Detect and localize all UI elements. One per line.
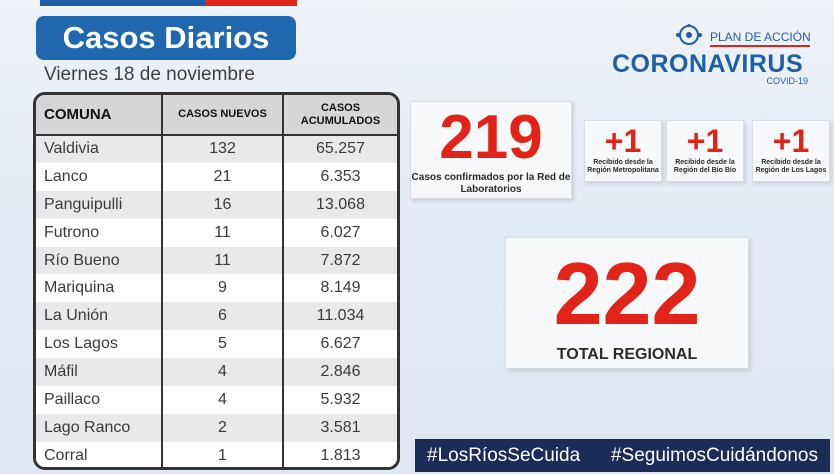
cell-casos-nuevos: 11	[162, 246, 284, 275]
logo-subtitle: PLAN DE ACCIÓN	[710, 30, 811, 44]
report-date: Viernes 18 de noviembre	[44, 64, 255, 85]
logo-covid-label: COVID-19	[766, 76, 808, 86]
cell-comuna: Mariquina	[36, 274, 163, 303]
extra-case-card-biobio: +1 Recibido desde la Región del Bío Bío	[666, 120, 744, 182]
cell-casos-acumulados: 5.932	[283, 386, 397, 414]
top-accent-blue	[40, 0, 205, 6]
cell-casos-acumulados: 8.149	[283, 274, 397, 303]
column-header-acumulados: CASOS ACUMULADOS	[283, 95, 397, 136]
table-row: Lago Ranco 2 3.581	[36, 413, 397, 442]
cell-casos-nuevos: 1	[162, 441, 284, 467]
total-regional-label: TOTAL REGIONAL	[556, 346, 698, 363]
total-regional-card: 222 TOTAL REGIONAL	[505, 237, 749, 369]
cell-comuna: Río Bueno	[36, 246, 163, 275]
cell-casos-acumulados: 65.257	[283, 135, 397, 163]
cell-casos-acumulados: 3.581	[283, 413, 397, 442]
cell-casos-nuevos: 21	[162, 162, 284, 191]
table-row: Lanco 21 6.353	[36, 162, 397, 191]
column-header-nuevos: CASOS NUEVOS	[162, 95, 284, 136]
total-regional-value: 222	[553, 244, 701, 343]
cell-casos-acumulados: 6.627	[283, 330, 397, 359]
table-row: Panguipulli 16 13.068	[36, 190, 397, 219]
extra-case-label: Recibido desde la Región del Bío Bío	[673, 159, 737, 174]
extra-case-value: +1	[604, 123, 642, 159]
cell-casos-nuevos: 4	[162, 358, 284, 387]
table-row: Valdivia 132 65.257	[36, 135, 397, 163]
cell-comuna: Panguipulli	[36, 190, 163, 219]
cell-casos-acumulados: 2.846	[283, 358, 397, 387]
cases-table: COMUNA CASOS NUEVOS CASOS ACUMULADOS Val…	[33, 92, 400, 470]
extra-case-value: +1	[772, 123, 810, 159]
table-row: Río Bueno 11 7.872	[36, 246, 397, 275]
extra-case-card-loslagos: +1 Recibido desde la Región de Los Lagos	[752, 120, 830, 182]
extra-case-label: Recibido desde la Región Metropolitana	[587, 159, 659, 174]
cell-casos-acumulados: 13.068	[283, 190, 397, 219]
logo-title: CORONAVIRUS	[612, 50, 804, 78]
hashtag-bar: #LosRíosSeCuida #SeguimosCuidándonos	[415, 439, 830, 472]
extra-case-label: Recibido desde la Región de Los Lagos	[755, 159, 827, 174]
table-row: Máfil 4 2.846	[36, 358, 397, 387]
cell-casos-acumulados: 11.034	[283, 302, 397, 331]
cell-comuna: Corral	[36, 441, 163, 467]
cell-casos-acumulados: 6.027	[283, 218, 397, 247]
cell-casos-nuevos: 9	[162, 274, 284, 303]
coronavirus-logo: PLAN DE ACCIÓN CORONAVIRUS COVID-19	[612, 24, 812, 90]
logo-emblem-icon	[676, 24, 702, 45]
cell-comuna: Los Lagos	[36, 330, 163, 359]
table-row: Corral 1 1.813	[36, 441, 397, 467]
table-body: Valdivia 132 65.257 Lanco 21 6.353 Panguipulli…	[36, 135, 397, 467]
table-row: Futrono 11 6.027	[36, 218, 397, 247]
table-row: Paillaco 4 5.932	[36, 386, 397, 414]
lab-cases-card: 219 Casos confirmados por la Red de Labo…	[410, 101, 572, 199]
cell-comuna: Máfil	[36, 358, 163, 387]
lab-cases-value: 219	[439, 103, 543, 172]
cell-casos-nuevos: 16	[162, 190, 284, 219]
cell-casos-nuevos: 5	[162, 330, 284, 359]
column-header-comuna: COMUNA	[36, 95, 163, 136]
hashtag-losrios: #LosRíosSeCuida	[427, 444, 581, 466]
cell-casos-acumulados: 1.813	[283, 441, 397, 467]
cell-comuna: La Unión	[36, 302, 163, 331]
cell-comuna: Paillaco	[36, 386, 163, 414]
lab-cases-label: Casos confirmados por la Red de Laborato…	[411, 172, 571, 195]
top-accent-red	[205, 0, 297, 6]
cell-casos-nuevos: 132	[162, 135, 284, 163]
table-header-row: COMUNA CASOS NUEVOS CASOS ACUMULADOS	[36, 95, 397, 136]
table-row: Los Lagos 5 6.627	[36, 330, 397, 359]
hashtag-seguimos: #SeguimosCuidándonos	[610, 444, 818, 466]
table-row: Mariquina 9 8.149	[36, 274, 397, 303]
cell-casos-acumulados: 6.353	[283, 162, 397, 191]
cell-casos-nuevos: 4	[162, 386, 284, 414]
cell-casos-nuevos: 11	[162, 218, 284, 247]
page-title: Casos Diarios	[36, 16, 296, 60]
table-row: La Unión 6 11.034	[36, 302, 397, 331]
extra-case-card-metropolitana: +1 Recibido desde la Región Metropolitan…	[584, 120, 662, 182]
cell-comuna: Valdivia	[36, 135, 163, 163]
cell-comuna: Lago Ranco	[36, 413, 163, 442]
cell-casos-nuevos: 6	[162, 302, 284, 331]
cell-casos-nuevos: 2	[162, 413, 284, 442]
cell-comuna: Lanco	[36, 162, 163, 191]
extra-case-value: +1	[686, 123, 724, 159]
cell-comuna: Futrono	[36, 218, 163, 247]
logo-underline	[710, 45, 810, 47]
cell-casos-acumulados: 7.872	[283, 246, 397, 275]
